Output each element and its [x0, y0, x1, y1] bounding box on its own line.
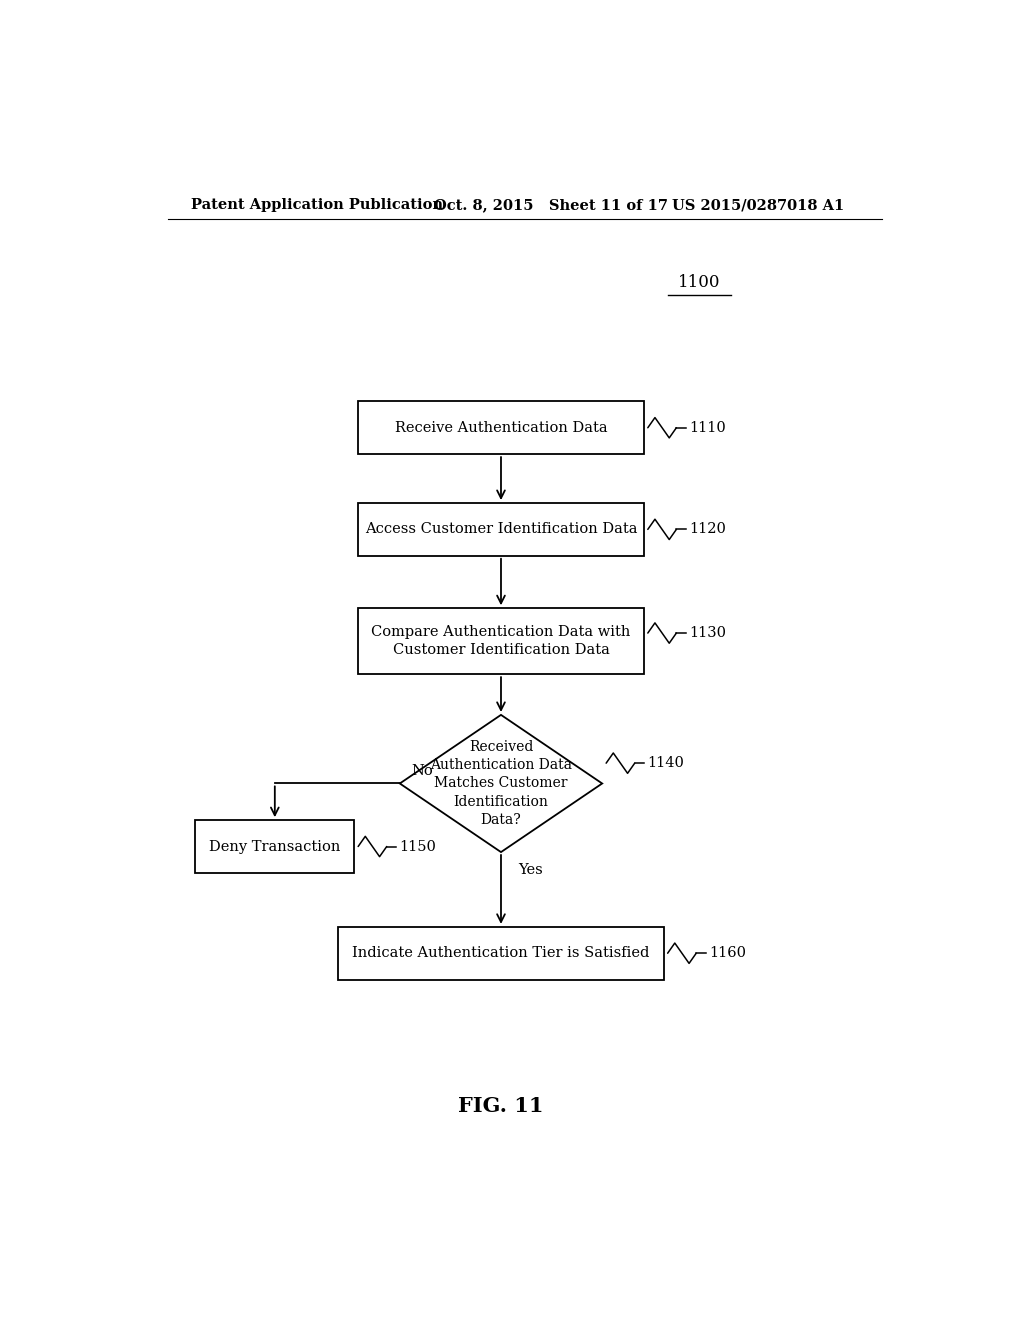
- Text: 1140: 1140: [647, 756, 684, 770]
- Text: FIG. 11: FIG. 11: [459, 1096, 544, 1115]
- FancyBboxPatch shape: [338, 927, 664, 979]
- Polygon shape: [399, 715, 602, 853]
- Text: Patent Application Publication: Patent Application Publication: [191, 198, 443, 213]
- Text: Receive Authentication Data: Receive Authentication Data: [394, 421, 607, 434]
- FancyBboxPatch shape: [196, 820, 354, 873]
- Text: Deny Transaction: Deny Transaction: [209, 840, 341, 854]
- Text: 1110: 1110: [689, 421, 726, 434]
- FancyBboxPatch shape: [358, 609, 644, 675]
- Text: 1130: 1130: [689, 626, 726, 640]
- Text: 1120: 1120: [689, 523, 726, 536]
- Text: 1160: 1160: [709, 946, 745, 960]
- Text: Access Customer Identification Data: Access Customer Identification Data: [365, 523, 637, 536]
- Text: Oct. 8, 2015   Sheet 11 of 17: Oct. 8, 2015 Sheet 11 of 17: [433, 198, 668, 213]
- Text: No: No: [412, 764, 433, 779]
- FancyBboxPatch shape: [358, 503, 644, 556]
- Text: Indicate Authentication Tier is Satisfied: Indicate Authentication Tier is Satisfie…: [352, 946, 649, 960]
- Text: 1150: 1150: [399, 840, 436, 854]
- Text: Yes: Yes: [518, 863, 543, 878]
- Text: Received
Authentication Data
Matches Customer
Identification
Data?: Received Authentication Data Matches Cus…: [430, 739, 572, 828]
- Text: US 2015/0287018 A1: US 2015/0287018 A1: [672, 198, 844, 213]
- Text: Compare Authentication Data with
Customer Identification Data: Compare Authentication Data with Custome…: [372, 624, 631, 657]
- Text: 1100: 1100: [678, 275, 721, 290]
- FancyBboxPatch shape: [358, 401, 644, 454]
